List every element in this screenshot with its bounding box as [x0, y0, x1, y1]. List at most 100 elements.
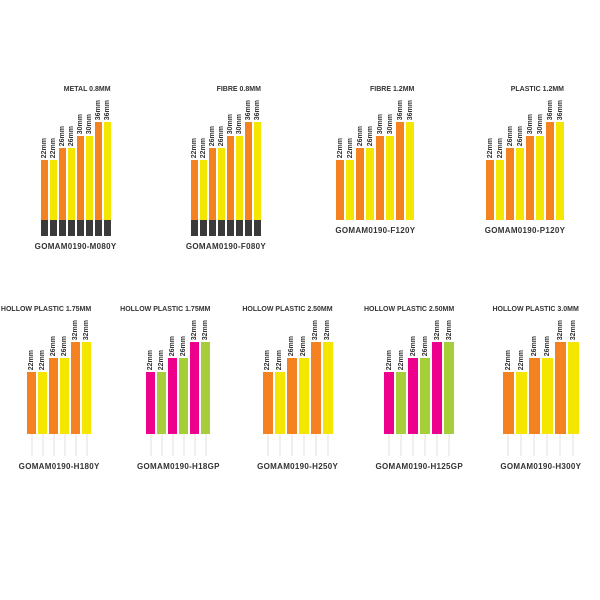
bar-base-segment — [50, 220, 57, 236]
bar: 30mm — [77, 114, 84, 236]
bar-size-label: 22mm — [200, 138, 207, 158]
bar: 22mm — [41, 138, 48, 236]
bar-size-label: 26mm — [410, 336, 417, 356]
bar: 22mm — [50, 138, 57, 236]
bar: 36mm — [556, 100, 564, 220]
bar-size-label: 26mm — [517, 126, 524, 146]
bar-colored-segment — [529, 358, 540, 434]
product-group: PLASTIC 1.2MM22mm22mm26mm26mm30mm30mm36m… — [485, 100, 566, 251]
bar-size-label: 22mm — [398, 350, 405, 370]
bar-colored-segment — [201, 342, 210, 434]
bar-base-segment — [291, 434, 293, 456]
bar-colored-segment — [190, 342, 199, 434]
group-header: HOLLOW PLASTIC 3.0MM — [492, 306, 578, 313]
bar-size-label: 32mm — [312, 320, 319, 340]
bar-size-label: 26mm — [531, 336, 538, 356]
bar-colored-segment — [49, 358, 58, 434]
bar-size-label: 30mm — [77, 114, 84, 134]
bar-size-label: 32mm — [324, 320, 331, 340]
bar: 36mm — [245, 100, 252, 236]
bar-colored-segment — [104, 122, 111, 220]
bar-colored-segment — [236, 136, 243, 220]
bar-colored-segment — [336, 160, 344, 220]
bar: 26mm — [542, 336, 553, 456]
bar-size-label: 32mm — [202, 320, 209, 340]
bar-size-label: 22mm — [147, 350, 154, 370]
bar-base-segment — [546, 434, 548, 456]
bar-base-segment — [104, 220, 111, 236]
bar-base-segment — [68, 220, 75, 236]
group-code: GOMAM0190-H125GP — [375, 462, 463, 471]
bar-colored-segment — [200, 160, 207, 220]
bar-size-label: 22mm — [337, 138, 344, 158]
bar-size-label: 22mm — [39, 350, 46, 370]
bar-colored-segment — [209, 148, 216, 220]
bar-colored-segment — [516, 372, 527, 434]
bar-colored-segment — [60, 358, 69, 434]
bar-size-label: 22mm — [50, 138, 57, 158]
bar: 30mm — [536, 114, 544, 220]
bar-size-label: 26mm — [300, 336, 307, 356]
bar: 26mm — [49, 336, 58, 456]
bar-colored-segment — [536, 136, 544, 220]
bar-colored-segment — [263, 372, 273, 434]
bar-base-segment — [400, 434, 402, 456]
bar-colored-segment — [311, 342, 321, 434]
bar: 32mm — [323, 320, 333, 456]
bar-size-label: 22mm — [518, 350, 525, 370]
bar-size-label: 36mm — [245, 100, 252, 120]
bar: 26mm — [168, 336, 177, 456]
bar-base-segment — [227, 220, 234, 236]
bar-base-segment — [161, 434, 163, 456]
bar: 26mm — [366, 126, 374, 220]
bar-size-label: 30mm — [377, 114, 384, 134]
group-header: FIBRE 0.8MM — [217, 86, 261, 93]
bar-base-segment — [41, 220, 48, 236]
product-group: HOLLOW PLASTIC 3.0MM22mm22mm26mm26mm32mm… — [500, 320, 581, 471]
bar: 26mm — [408, 336, 418, 456]
group-header: PLASTIC 1.2MM — [511, 86, 564, 93]
bar: 26mm — [60, 336, 69, 456]
bar: 22mm — [384, 350, 394, 456]
group-code: GOMAM0190-H300Y — [500, 462, 581, 471]
bar-size-label: 26mm — [50, 336, 57, 356]
bar-colored-segment — [386, 136, 394, 220]
bar-colored-segment — [299, 358, 309, 434]
bar-base-segment — [53, 434, 55, 456]
page: METAL 0.8MM22mm22mm26mm26mm30mm30mm36mm3… — [0, 0, 600, 600]
bar-base-segment — [424, 434, 426, 456]
bar: 22mm — [396, 350, 406, 456]
bar-colored-segment — [346, 160, 354, 220]
bar: 26mm — [356, 126, 364, 220]
bar-colored-segment — [366, 148, 374, 220]
bar: 30mm — [86, 114, 93, 236]
bar-size-label: 26mm — [61, 336, 68, 356]
bar-colored-segment — [376, 136, 384, 220]
product-group: HOLLOW PLASTIC 1.75MM22mm22mm26mm26mm32m… — [137, 320, 220, 471]
bar-base-segment — [572, 434, 574, 456]
bar-size-label: 32mm — [557, 320, 564, 340]
bar-colored-segment — [168, 358, 177, 434]
group-code: GOMAM0190-M080Y — [35, 242, 117, 251]
bar-size-label: 26mm — [209, 126, 216, 146]
bar-base-segment — [31, 434, 33, 456]
bar-colored-segment — [68, 148, 75, 220]
bar-set: HOLLOW PLASTIC 1.75MM22mm22mm26mm26mm32m… — [27, 320, 91, 456]
bar-colored-segment — [555, 342, 566, 434]
bar-size-label: 32mm — [434, 320, 441, 340]
bar: 26mm — [529, 336, 540, 456]
bar: 26mm — [420, 336, 430, 456]
bar: 30mm — [227, 114, 234, 236]
bar: 22mm — [496, 138, 504, 220]
group-code: GOMAM0190-P120Y — [485, 226, 566, 235]
bar-size-label: 30mm — [527, 114, 534, 134]
group-code: GOMAM0190-H180Y — [19, 462, 100, 471]
bar: 22mm — [157, 350, 166, 456]
bar-colored-segment — [245, 122, 252, 220]
bar-colored-segment — [546, 122, 554, 220]
bar-colored-segment — [86, 136, 93, 220]
group-code: GOMAM0190-H250Y — [257, 462, 338, 471]
bar-colored-segment — [406, 122, 414, 220]
bar-base-segment — [200, 220, 207, 236]
bar-colored-segment — [191, 160, 198, 220]
